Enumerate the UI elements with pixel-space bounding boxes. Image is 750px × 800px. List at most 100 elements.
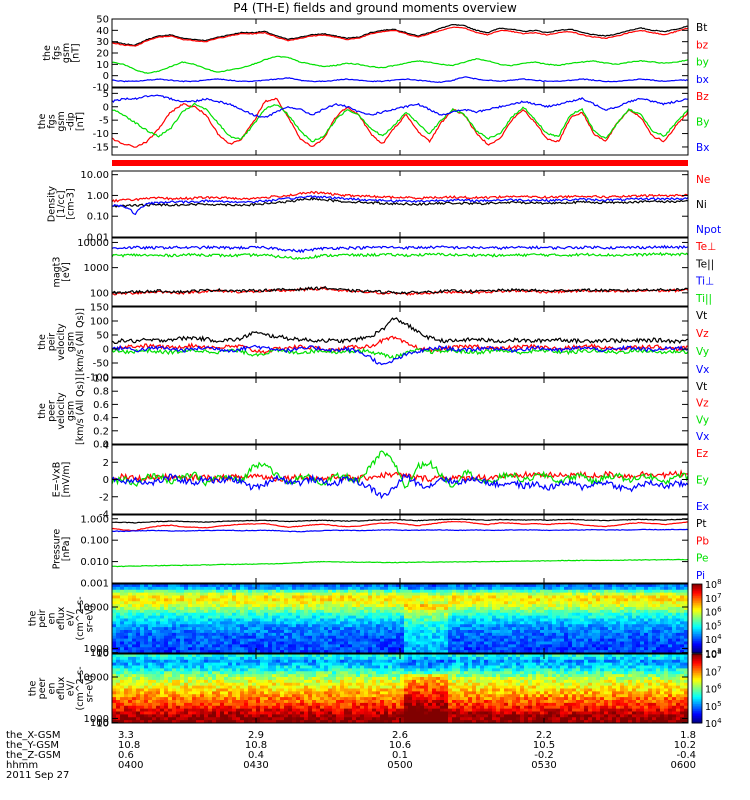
spectrogram-cell	[464, 609, 469, 614]
spectrogram-cell	[376, 607, 381, 611]
spectrogram-cell	[468, 618, 473, 622]
spectrogram-cell	[456, 635, 461, 640]
spectrogram-cell	[236, 714, 241, 718]
spectrogram-cell	[612, 650, 617, 654]
ylabel-line: gsm	[66, 332, 77, 352]
spectrogram-cell	[428, 624, 433, 628]
spectrogram-cell	[188, 677, 193, 681]
spectrogram-cell	[148, 607, 153, 611]
spectrogram-cell	[156, 638, 161, 643]
spectrogram-cell	[276, 659, 281, 664]
spectrogram-cell	[168, 650, 173, 654]
legend-Bz: Bz	[696, 91, 709, 103]
colorbar-tick-label: 108	[705, 578, 722, 591]
spectrogram-cell	[260, 632, 265, 637]
spectrogram-cell	[252, 654, 257, 658]
spectrogram-cell	[156, 604, 161, 608]
spectrogram-cell	[404, 609, 409, 614]
spectrogram-cell	[136, 644, 141, 648]
spectrogram-cell	[652, 618, 657, 622]
spectrogram-cell	[360, 612, 365, 617]
spectrogram-cell	[648, 592, 653, 597]
spectrogram-cell	[296, 697, 301, 701]
y-tick-label: 10.00	[80, 170, 109, 181]
spectrogram-cell	[156, 595, 161, 599]
spectrogram-cell	[268, 609, 273, 614]
spectrogram-cell	[224, 638, 229, 643]
spectrogram-cell	[224, 714, 229, 718]
spectrogram-cell	[148, 700, 153, 704]
spectrogram-cell	[180, 638, 185, 643]
spectrogram-cell	[308, 644, 313, 648]
spectrogram-cell	[300, 656, 305, 661]
spectrogram-cell	[364, 630, 369, 634]
spectrogram-cell	[548, 638, 553, 643]
spectrogram-cell	[332, 650, 337, 654]
spectrogram-cell	[280, 607, 285, 611]
spectrogram-cell	[520, 647, 525, 651]
spectrogram-cell	[272, 671, 277, 675]
spectrogram-cell	[136, 630, 141, 634]
spectrogram-cell	[636, 598, 641, 602]
spectrogram-cell	[140, 679, 145, 684]
spectrogram-cell	[224, 711, 229, 715]
spectrogram-cell	[408, 638, 413, 643]
spectrogram-cell	[180, 694, 185, 698]
spectrogram-cell	[240, 624, 245, 628]
spectrogram-cell	[344, 612, 349, 617]
spectrogram-cell	[164, 595, 169, 599]
series-lines	[112, 244, 688, 296]
spectrogram-cell	[180, 650, 185, 654]
spectrogram-cell	[172, 632, 177, 637]
spectrogram-cell	[480, 604, 485, 608]
spectrogram-cell	[188, 682, 193, 687]
spectrogram-cell	[240, 711, 245, 715]
spectrogram-cell	[596, 589, 601, 594]
spectrogram-cell	[488, 598, 493, 602]
spectrogram-cell	[632, 644, 637, 648]
spectrogram-cell	[244, 604, 249, 608]
spectrogram-cell	[208, 604, 213, 608]
spectrogram-cell	[284, 705, 289, 710]
spectrogram-cell	[260, 601, 265, 605]
spectrogram-cell	[500, 604, 505, 608]
spectrogram-cell	[660, 609, 665, 614]
spectrogram-cell	[288, 665, 293, 669]
spectrogram-cell	[276, 654, 281, 658]
spectrogram-cell	[404, 635, 409, 640]
spectrogram-cell	[264, 589, 269, 594]
spectrogram-cell	[360, 630, 365, 634]
spectrogram-cell	[284, 609, 289, 614]
spectrogram-cell	[624, 598, 629, 602]
spectrogram-cell	[444, 638, 449, 643]
spectrogram-cell	[596, 624, 601, 628]
spectrogram-cell	[500, 650, 505, 654]
spectrogram-cell	[148, 589, 153, 594]
spectrogram-cell	[240, 650, 245, 654]
spectrogram-cell	[540, 595, 545, 599]
spectrogram-cell	[580, 612, 585, 617]
spectrogram-cell	[268, 632, 273, 637]
spectrogram-cell	[148, 598, 153, 602]
spectrogram-cell	[216, 705, 221, 710]
spectrogram-cell	[528, 607, 533, 611]
spectrogram-cell	[616, 607, 621, 611]
spectrogram-cell	[384, 592, 389, 597]
spectrogram-cell	[176, 604, 181, 608]
spectrogram-cell	[472, 624, 477, 628]
spectrogram-cell	[476, 624, 481, 628]
spectrogram-cell	[584, 644, 589, 648]
spectrogram-cell	[480, 650, 485, 654]
spectrogram-cell	[364, 612, 369, 617]
spectrogram-cell	[572, 607, 577, 611]
spectrogram-cell	[552, 609, 557, 614]
spectrogram-cell	[284, 671, 289, 675]
spectrogram-cell	[204, 624, 209, 628]
spectrogram-cell	[160, 650, 165, 654]
spectrogram-cell	[552, 638, 557, 643]
spectrogram-cell	[220, 644, 225, 648]
spectrogram-cell	[292, 668, 297, 672]
spectrogram-cell	[228, 656, 233, 661]
colorbar-cell	[692, 620, 702, 623]
spectrogram-cell	[144, 632, 149, 637]
